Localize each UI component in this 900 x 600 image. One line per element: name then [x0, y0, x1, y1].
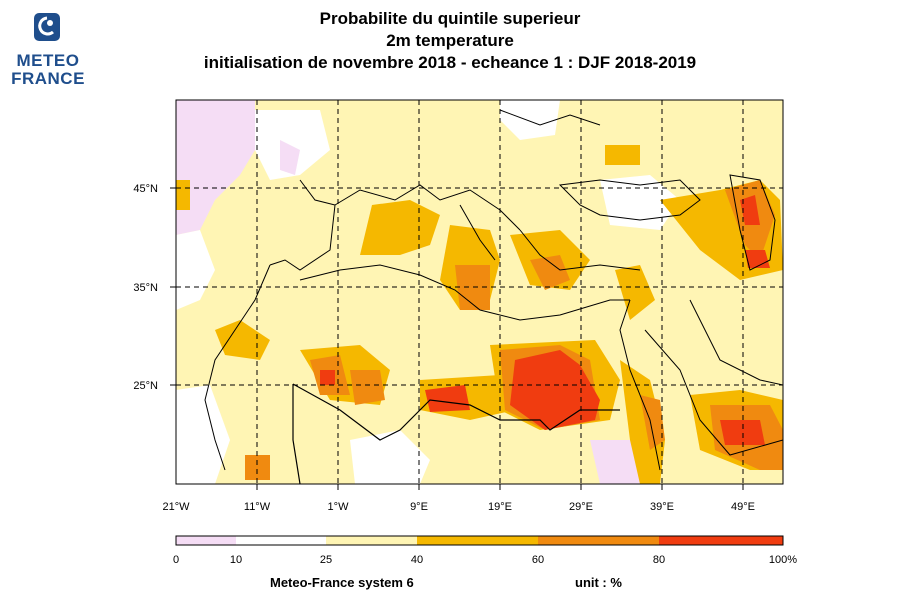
map-area — [176, 100, 783, 484]
arabia-coastline — [644, 329, 783, 456]
legend-swatch-25-40 — [326, 536, 417, 545]
persian-gulf-coastline — [689, 299, 783, 386]
lon-label-49e: 49°E — [731, 501, 755, 513]
west-africa-coastline — [204, 264, 271, 471]
atlantic-near-normal-region — [255, 110, 330, 180]
algeria-warm-region — [360, 200, 440, 255]
iberia-coastline — [269, 179, 336, 271]
map-title: Probabilite du quintile superieur — [319, 9, 581, 28]
sahel-near-normal-region — [350, 430, 430, 484]
legend-tick-40: 40 — [411, 554, 423, 566]
logo-text-line2: FRANCE — [11, 69, 85, 88]
italy-coastline — [459, 204, 496, 261]
egypt-very-hot-region — [510, 350, 600, 430]
color-legend — [175, 535, 784, 546]
legend-swatch-80-100 — [659, 536, 783, 545]
lat-label-35n: 35°N — [133, 282, 158, 294]
lon-label-21w: 21°W — [162, 501, 190, 513]
red-sea-hot-region — [640, 395, 665, 450]
borders — [292, 383, 620, 484]
atlantic-low-probability-region — [176, 100, 255, 235]
canary-near-normal-region — [176, 230, 215, 310]
title-block: Probabilite du quintile superieur 2m tem… — [150, 8, 750, 74]
north-africa-coastline — [299, 264, 630, 321]
coastlines — [204, 109, 783, 471]
logo-text-line1: METEO — [16, 51, 80, 70]
red-sea-west-coastline — [619, 299, 661, 471]
libya-hot-region — [455, 265, 490, 310]
latitude-labels: 45°N 35°N 25°N — [133, 183, 158, 392]
legend-swatch-0-10 — [176, 536, 236, 545]
lon-label-19e: 19°E — [488, 501, 512, 513]
black-sea-near-normal-region — [600, 175, 680, 230]
morocco-coast-warm-region — [215, 320, 270, 360]
legend-tick-25: 25 — [320, 554, 332, 566]
west-africa-near-normal-region — [176, 385, 230, 484]
legend-tick-labels: 0 10 25 40 60 80 100% — [173, 554, 797, 566]
legend-swatch-10-25 — [236, 536, 326, 545]
lat-label-25n: 25°N — [133, 380, 158, 392]
lon-label-1w: 1°W — [328, 501, 350, 513]
run-info: initialisation de novembre 2018 - echean… — [203, 53, 697, 72]
lon-label-29e: 29°E — [569, 501, 593, 513]
aegean-hot-region — [530, 255, 570, 290]
central-europe-near-normal-region — [500, 100, 560, 140]
unit-label: unit : % — [575, 575, 622, 590]
legend-tick-80: 80 — [653, 554, 665, 566]
legend-tick-60: 60 — [532, 554, 544, 566]
mauritania-border — [292, 384, 301, 484]
ukraine-warm-patch — [605, 145, 640, 165]
europe-south-coastline — [334, 184, 521, 231]
lat-label-45n: 45°N — [133, 183, 158, 195]
caucasus-very-hot-patch — [740, 195, 760, 225]
azores-warm-patch — [176, 180, 190, 210]
longitude-labels: 21°W 11°W 1°W 9°E 19°E 29°E 39°E 49°E — [162, 501, 755, 513]
legend-frame — [175, 535, 784, 546]
map-subtitle: 2m temperature — [386, 31, 514, 50]
levant-warm-region — [615, 265, 655, 320]
mauritania-very-hot-patch — [320, 370, 335, 385]
meteo-france-logo-icon — [34, 13, 60, 41]
lon-label-9e: 9°E — [410, 501, 428, 513]
legend-tick-0: 0 — [173, 554, 179, 566]
legend-tick-100: 100% — [769, 554, 797, 566]
axis-ticks — [170, 187, 744, 490]
biscay-low-probability-patch — [280, 140, 300, 175]
senegal-hot-patch — [245, 455, 270, 480]
system-label: Meteo-France system 6 — [270, 575, 414, 590]
lon-label-11w: 11°W — [244, 501, 271, 513]
probability-field-low — [176, 100, 680, 484]
mali-hot-region — [350, 370, 385, 405]
north-europe-coastline — [499, 109, 601, 126]
graticule — [176, 100, 783, 484]
meteo-france-logo: METEO FRANCE — [8, 8, 88, 88]
lon-label-39e: 39°E — [650, 501, 674, 513]
balkan-coastline — [519, 229, 641, 271]
black-sea-coastline — [558, 179, 701, 221]
yemen-very-hot-region — [720, 420, 765, 445]
legend-tick-10: 10 — [230, 554, 242, 566]
legend-swatch-60-80 — [538, 536, 659, 545]
niger-very-hot-region — [425, 385, 470, 412]
red-sea-warm-region — [620, 360, 665, 484]
legend-swatch-40-60 — [417, 536, 538, 545]
sahel-border — [292, 383, 620, 441]
caspian-coastline — [729, 174, 776, 271]
map-frame — [175, 99, 784, 485]
